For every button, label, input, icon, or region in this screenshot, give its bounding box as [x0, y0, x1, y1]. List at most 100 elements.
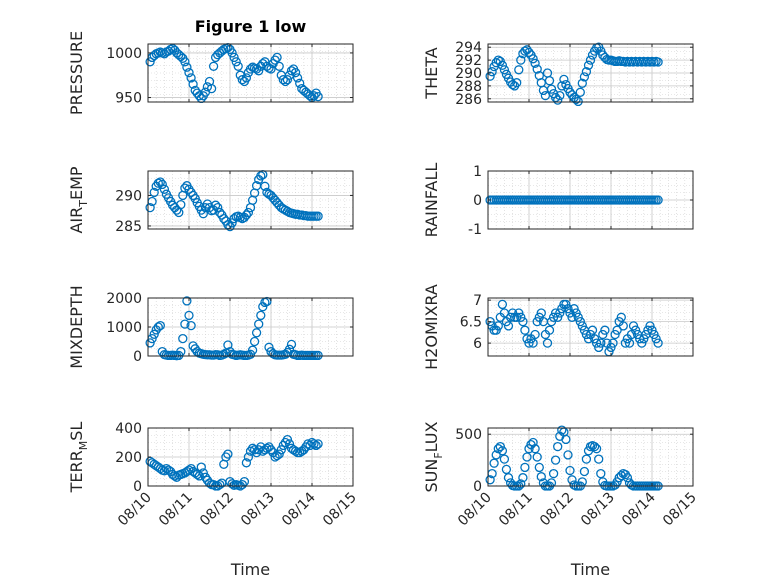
y-tick-label: 200	[115, 450, 142, 466]
data-point	[309, 91, 319, 101]
data-point	[270, 55, 280, 65]
y-axis-label: THETA	[422, 47, 441, 99]
data-point	[155, 177, 165, 187]
x-tick-label: 08/10	[115, 490, 155, 530]
data-point	[571, 308, 581, 318]
data-point	[295, 78, 305, 88]
data-point	[524, 338, 534, 348]
data-point	[518, 473, 528, 483]
data-point	[616, 470, 626, 481]
axes-box	[147, 170, 354, 230]
data-point	[561, 299, 571, 310]
data-point	[278, 75, 288, 85]
data-point	[608, 338, 618, 348]
y-tick-label: 6.5	[460, 315, 482, 331]
data-point	[557, 81, 567, 91]
data-point	[149, 187, 159, 198]
data-point	[589, 441, 600, 452]
data-point	[628, 321, 639, 331]
data-point	[516, 312, 526, 322]
subplot-8: 0 500 08/10 08/11 08/12 08/13 08/14 08/15 SUNFLU…	[422, 421, 700, 579]
data-point	[254, 66, 264, 76]
data-point	[612, 325, 622, 335]
x-tick-label: 08/15	[660, 490, 700, 530]
subplot-3: 285 290 AIRTEMP	[67, 166, 354, 235]
data-point	[544, 325, 555, 335]
data-point	[516, 55, 526, 65]
data-point	[256, 310, 266, 321]
data-point	[530, 444, 540, 454]
data-point	[630, 325, 641, 335]
data-point	[184, 310, 194, 321]
data-point	[286, 339, 297, 350]
data-point	[266, 445, 276, 455]
data-point	[157, 179, 167, 190]
data-point	[553, 312, 563, 322]
data-point	[215, 479, 225, 490]
data-point	[145, 202, 155, 213]
data-point	[514, 65, 524, 75]
data-point	[235, 70, 245, 80]
x-tick-label: 08/14	[279, 489, 319, 529]
y-tick-label: 290	[455, 66, 482, 82]
data-point	[182, 62, 192, 72]
data-point	[276, 445, 286, 455]
data-point	[639, 334, 649, 344]
data-point	[186, 320, 196, 331]
data-point	[542, 338, 553, 348]
y-tick-label: 0	[133, 479, 142, 495]
data-point	[536, 472, 546, 482]
data-point	[591, 444, 602, 454]
data-point	[624, 338, 635, 348]
data-point	[254, 319, 264, 329]
data-point	[231, 57, 241, 67]
data-point	[499, 65, 510, 75]
y-axis-label: TERRMSL	[67, 422, 90, 494]
y-tick-label: 288	[455, 79, 482, 95]
data-point	[548, 468, 559, 479]
data-point	[210, 200, 221, 210]
data-point	[153, 322, 163, 332]
data-point	[241, 73, 252, 83]
data-point	[184, 67, 194, 78]
data-point	[313, 439, 323, 449]
data-point	[567, 475, 577, 485]
y-tick-label: 500	[455, 427, 482, 443]
data-point	[497, 299, 508, 310]
data-point	[620, 338, 631, 348]
data-point	[514, 308, 524, 318]
data-point	[598, 329, 608, 340]
data-point	[309, 439, 319, 449]
data-point	[182, 296, 192, 306]
data-point	[555, 90, 565, 101]
y-axis-label: MIXDEPTH	[67, 285, 86, 368]
x-tick-label: 08/12	[537, 490, 577, 530]
data-point	[553, 95, 563, 105]
data-point	[274, 449, 284, 459]
data-point	[616, 312, 626, 322]
data-point	[587, 325, 598, 335]
data-point	[522, 452, 532, 462]
data-point	[262, 443, 272, 453]
data-point	[196, 462, 206, 472]
data-point	[501, 464, 512, 475]
data-point	[546, 316, 557, 327]
data-point	[532, 64, 542, 74]
data-point	[637, 338, 647, 348]
y-tick-label: 6	[473, 336, 482, 352]
chart-title: Figure 1 low	[195, 17, 307, 36]
data-point	[180, 183, 190, 193]
data-points	[145, 170, 323, 232]
data-point	[282, 206, 293, 216]
x-tick-label: 08/14	[619, 489, 659, 529]
data-point	[290, 67, 301, 78]
data-point	[485, 316, 495, 327]
data-point	[520, 325, 530, 335]
data-point	[264, 342, 274, 352]
x-axis-label: Time	[230, 560, 270, 579]
data-point	[282, 434, 293, 445]
data-point	[585, 55, 596, 65]
data-point	[559, 74, 569, 85]
y-axis-label: PRESSURE	[67, 31, 86, 115]
y-axis-label: RAINFALL	[422, 163, 441, 238]
